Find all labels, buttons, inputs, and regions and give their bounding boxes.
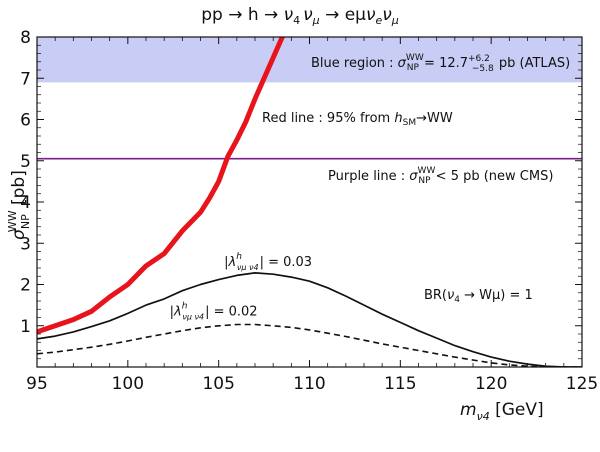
red-line-series	[37, 37, 285, 335]
x-tick-label: 110	[293, 374, 325, 394]
x-tick-label: 100	[112, 374, 144, 394]
purple-line-label: Purple line : σWW NP < 5 pb (new CMS)	[328, 166, 553, 186]
lambda-003-label: |λh νμ ν4| = 0.03	[224, 252, 312, 272]
y-tick-label: 6	[20, 111, 31, 131]
y-tick-label: 1	[20, 317, 31, 337]
x-tick-label: 105	[202, 374, 234, 394]
x-axis-title: mν4 [GeV]	[460, 400, 544, 423]
lambda-003-series	[37, 272, 582, 367]
y-tick-label: 4	[20, 193, 31, 213]
y-axis-title: σNPWW [pb]	[6, 170, 32, 240]
lambda-002-label: |λh νμ ν4| = 0.02	[170, 301, 258, 321]
lambda-002-series	[37, 323, 582, 367]
y-tick-label: 8	[20, 28, 31, 48]
y-tick-label: 7	[20, 69, 31, 89]
chart-title: pp → h → ν4 νμ → eμνeνμ	[201, 5, 399, 27]
red-line-label: Red line : 95% from hSM→WW	[262, 111, 453, 128]
x-tick-label: 95	[26, 374, 48, 394]
blue-region-label: Blue region : σWW NP = 12.7+6.2 −5.8 pb (A…	[311, 53, 570, 74]
x-tick-label: 115	[384, 374, 416, 394]
plot-area: 95 100 105 110 115 120 125 1 2 3 4 5 6 7 8 Blue region …	[20, 28, 598, 394]
blue-region-band	[37, 37, 582, 83]
branching-ratio-label: BR(ν4 → Wμ) = 1	[424, 288, 533, 305]
y-tick-label: 5	[20, 152, 31, 172]
y-tick-label: 2	[20, 276, 31, 296]
y-tick-label: 3	[20, 234, 31, 254]
x-tick-label: 125	[566, 374, 598, 394]
x-tick-label: 120	[475, 374, 507, 394]
